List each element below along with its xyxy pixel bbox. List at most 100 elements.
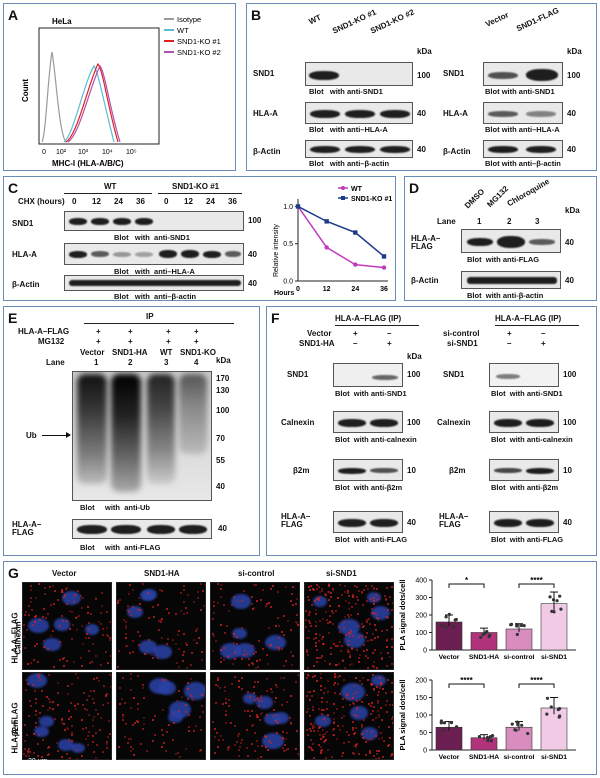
data-point — [444, 625, 448, 629]
pla-dot — [295, 598, 298, 601]
pla-dot — [252, 686, 255, 689]
pla-dot — [30, 596, 33, 599]
pla-dot — [332, 712, 335, 715]
pla-dot — [265, 736, 268, 739]
pla-dot — [241, 677, 244, 680]
pla-dot — [130, 673, 133, 676]
pla-dot — [182, 632, 185, 635]
pla-dot — [276, 722, 279, 725]
pla-dot — [260, 755, 263, 758]
ko1-curve — [65, 62, 119, 143]
pla-dot — [47, 709, 50, 712]
pla-dot — [241, 599, 244, 602]
pla-dot — [320, 590, 323, 593]
pla-dot — [261, 699, 264, 702]
pla-dot — [167, 637, 170, 640]
pla-dot — [246, 652, 249, 655]
pla-dot — [344, 600, 347, 603]
pla-dot — [253, 750, 256, 753]
pla-dot — [171, 713, 174, 716]
caption-calnexin-left: Blot with anti-calnexin — [335, 435, 417, 444]
pla-dot — [260, 713, 263, 716]
pla-dot — [373, 602, 376, 605]
pla-dot — [35, 615, 38, 618]
pla-dot — [106, 610, 109, 613]
data-point — [477, 734, 482, 739]
pla-dot — [152, 718, 155, 721]
pla-dot — [348, 703, 351, 706]
pla-dot — [253, 680, 256, 683]
data-point — [479, 635, 483, 639]
pla-dot — [186, 594, 189, 597]
pla-dot — [351, 701, 354, 704]
pla-dot — [375, 587, 378, 590]
protein-calnexin-left: Calnexin — [281, 418, 315, 427]
pla-dot — [366, 666, 369, 669]
pla-dot — [82, 727, 85, 730]
pla-dot — [320, 677, 323, 680]
pla-dot — [370, 638, 373, 641]
pla-dot — [49, 585, 52, 588]
pla-dot — [177, 710, 180, 713]
pla-dot — [356, 706, 359, 709]
data-point — [486, 736, 490, 741]
pla-dot — [129, 613, 132, 616]
pla-dot — [219, 661, 222, 664]
pla-dot — [374, 648, 377, 651]
row-si-control: si-control — [443, 329, 480, 338]
pla-dot — [391, 662, 393, 665]
data-point — [440, 623, 444, 628]
pla-dot — [57, 703, 60, 706]
pla-dot — [266, 749, 269, 752]
pla-dot — [277, 624, 280, 627]
pla-dot — [372, 755, 375, 758]
pla-dot — [213, 634, 216, 637]
pla-dot — [160, 636, 163, 639]
kda-label-right: kDa — [567, 47, 582, 56]
pla-dot — [216, 678, 219, 681]
pla-dot — [374, 612, 377, 615]
col-vector: Vector — [52, 569, 77, 578]
pla-dot — [27, 683, 30, 686]
pla-dot — [27, 755, 30, 757]
pla-dot — [199, 583, 202, 586]
pla-dot — [212, 605, 215, 608]
pla-dot — [259, 695, 262, 698]
pla-dot — [81, 664, 84, 667]
pla-dot — [106, 742, 109, 745]
pla-dot — [233, 676, 236, 679]
pla-dot — [227, 609, 230, 612]
pla-dot — [374, 735, 377, 738]
pla-dot — [362, 677, 365, 680]
pla-dot — [197, 637, 200, 640]
pla-dot — [63, 593, 66, 596]
pla-dot — [256, 757, 259, 759]
pla-dot — [54, 589, 57, 592]
pla-dot — [363, 737, 366, 740]
pla-dot — [48, 706, 51, 709]
data-point — [526, 731, 530, 736]
pla-dot — [236, 600, 239, 603]
plus-2a: + — [128, 327, 133, 336]
pla-dot — [312, 587, 315, 590]
data-point — [515, 632, 519, 637]
blot-actin — [64, 275, 244, 291]
pla-dot — [341, 593, 344, 596]
pla-dot — [250, 743, 253, 746]
protein-calnexin-right: Calnexin — [437, 418, 471, 427]
pla-dot — [377, 713, 380, 716]
pla-dot — [318, 585, 321, 588]
pla-dot — [330, 592, 333, 595]
pla-dot — [244, 710, 247, 713]
mw-70: 70 — [216, 434, 225, 443]
pla-dot — [93, 701, 96, 704]
data-point — [548, 595, 552, 599]
pla-dot — [242, 653, 245, 656]
pla-dot — [124, 621, 127, 624]
pla-dot — [352, 729, 355, 732]
series-point — [324, 219, 329, 224]
pla-dot — [28, 699, 31, 702]
pla-dot — [37, 675, 40, 678]
pla-dot — [75, 617, 78, 620]
time-12a: 12 — [92, 197, 101, 206]
